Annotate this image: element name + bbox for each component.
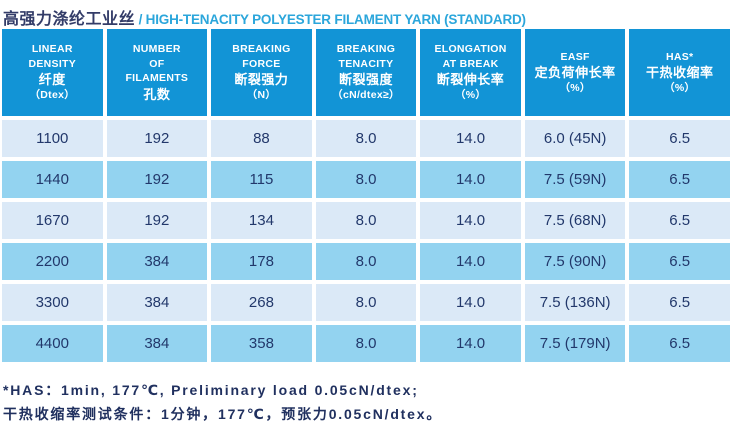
table-cell-r4-elongation-at-break: 14.0 — [420, 243, 521, 280]
table-cell-r4-easf: 7.5 (90N) — [524, 243, 626, 280]
table-cell-r1-easf: 6.0 (45N) — [524, 120, 626, 157]
column-header-line: BREAKING — [232, 43, 291, 56]
table-cell-r5-breaking-force: 268 — [211, 284, 312, 321]
table-cell-r2-breaking-force: 115 — [211, 161, 312, 198]
column-header-line: LINEAR — [31, 43, 73, 56]
column-header-line: 定负荷伸长率 — [534, 65, 616, 80]
table-cell-r4-linear-density: 2200 — [2, 243, 103, 280]
column-header-line: 孔数 — [143, 86, 171, 102]
column-header-line: BREAKING — [336, 43, 396, 56]
table-cell-r1-elongation-at-break: 14.0 — [420, 120, 521, 157]
footnote-has-english: *HAS：1min, 177℃, Preliminary load 0.05cN… — [3, 382, 419, 398]
footnote-has-chinese: 干热收缩率测试条件：1分钟，177℃，预张力0.05cN/dtex。 — [3, 406, 443, 422]
table-cell-r5-linear-density: 3300 — [2, 284, 103, 321]
table-cell-r6-has: 6.5 — [629, 325, 730, 362]
table-cell-r3-elongation-at-break: 14.0 — [420, 202, 521, 239]
table-cell-r4-has: 6.5 — [629, 243, 730, 280]
table-cell-r3-breaking-tenacity: 8.0 — [315, 202, 417, 239]
title-separator: / — [135, 12, 146, 27]
column-header-line: （%） — [454, 89, 487, 102]
column-header-line: ELONGATION — [434, 43, 507, 56]
column-header-line: （cN/dtex≥） — [332, 89, 400, 102]
table-cell-r5-breaking-tenacity: 8.0 — [315, 284, 417, 321]
table-cell-r6-elongation-at-break: 14.0 — [420, 325, 521, 362]
table-cell-r2-has: 6.5 — [629, 161, 730, 198]
column-header-line: （%） — [664, 82, 696, 94]
table-cell-r1-number-of-filaments: 192 — [106, 120, 208, 157]
table-cell-r6-easf: 7.5 (179N) — [524, 325, 626, 362]
table-cell-r2-number-of-filaments: 192 — [106, 161, 208, 198]
column-header-easf: EASF 定负荷伸长率 （%） — [524, 29, 626, 116]
column-header-line: OF — [149, 57, 165, 70]
page-title: 高强力涤纶工业丝 / HIGH-TENACITY POLYESTER FILAM… — [0, 0, 732, 29]
table-cell-r5-elongation-at-break: 14.0 — [420, 284, 521, 321]
table-cell-r6-number-of-filaments: 384 — [106, 325, 208, 362]
column-header-line: DENSITY — [28, 57, 77, 70]
column-header-line: FORCE — [242, 57, 281, 70]
table-cell-r5-number-of-filaments: 384 — [106, 284, 208, 321]
spec-table: LINEAR DENSITY 纤度 （Dtex） NUMBER OF FILAMENTS 孔数… — [2, 29, 730, 362]
table-cell-r3-number-of-filaments: 192 — [106, 202, 208, 239]
table-cell-r1-has: 6.5 — [629, 120, 730, 157]
column-header-line: AT BREAK — [442, 57, 499, 70]
column-header-line: FILAMENTS — [125, 72, 189, 85]
column-header-line: 纤度 — [38, 72, 66, 88]
column-header-has: HAS* 干热收缩率 （%） — [629, 29, 730, 116]
table-cell-r5-has: 6.5 — [629, 284, 730, 321]
column-header-line: 干热收缩率 — [645, 65, 714, 80]
column-header-line: 断裂强度 — [338, 72, 393, 88]
table-cell-r4-breaking-force: 178 — [211, 243, 312, 280]
table-cell-r1-breaking-force: 88 — [211, 120, 312, 157]
table-cell-r4-breaking-tenacity: 8.0 — [315, 243, 417, 280]
column-header-line: （N） — [246, 89, 277, 102]
column-header-line: TENACITY — [338, 57, 394, 70]
footnotes: *HAS：1min, 177℃, Preliminary load 0.05cN… — [3, 378, 732, 426]
table-cell-r3-easf: 7.5 (68N) — [524, 202, 626, 239]
table-cell-r3-linear-density: 1670 — [2, 202, 103, 239]
table-cell-r6-linear-density: 4400 — [2, 325, 103, 362]
column-header-line: （%） — [559, 82, 591, 94]
column-header-line: EASF — [560, 50, 590, 63]
title-chinese: 高强力涤纶工业丝 — [3, 11, 136, 28]
column-header-line: 断裂伸长率 — [436, 72, 505, 88]
title-english: HIGH-TENACITY POLYESTER FILAMENT YARN (S… — [145, 12, 526, 27]
table-cell-r3-breaking-force: 134 — [211, 202, 312, 239]
table-cell-r2-elongation-at-break: 14.0 — [420, 161, 521, 198]
table-cell-r3-has: 6.5 — [629, 202, 730, 239]
table-cell-r1-breaking-tenacity: 8.0 — [315, 120, 417, 157]
table-cell-r5-easf: 7.5 (136N) — [524, 284, 626, 321]
table-cell-r4-number-of-filaments: 384 — [106, 243, 208, 280]
column-header-linear-density: LINEAR DENSITY 纤度 （Dtex） — [2, 29, 103, 116]
column-header-breaking-force: BREAKING FORCE 断裂强力 （N） — [211, 29, 312, 116]
table-cell-r2-linear-density: 1440 — [2, 161, 103, 198]
column-header-number-of-filaments: NUMBER OF FILAMENTS 孔数 — [106, 29, 208, 116]
table-cell-r6-breaking-tenacity: 8.0 — [315, 325, 417, 362]
table-cell-r2-breaking-tenacity: 8.0 — [315, 161, 417, 198]
column-header-breaking-tenacity: BREAKING TENACITY 断裂强度 （cN/dtex≥） — [315, 29, 417, 116]
table-cell-r1-linear-density: 1100 — [2, 120, 103, 157]
column-header-elongation-at-break: ELONGATION AT BREAK 断裂伸长率 （%） — [420, 29, 521, 116]
column-header-line: 断裂强力 — [234, 72, 289, 88]
table-cell-r2-easf: 7.5 (59N) — [524, 161, 626, 198]
table-cell-r6-breaking-force: 358 — [211, 325, 312, 362]
column-header-line: NUMBER — [132, 43, 181, 56]
column-header-line: （Dtex） — [29, 89, 76, 102]
column-header-line: HAS* — [665, 50, 694, 63]
